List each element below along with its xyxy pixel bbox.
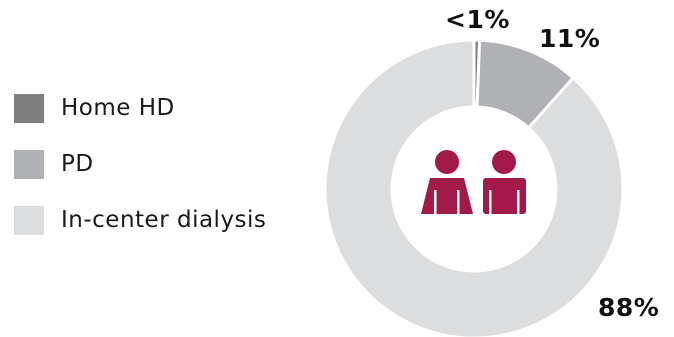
legend-label-home-hd: Home HD xyxy=(61,95,175,121)
legend-swatch-pd xyxy=(14,149,44,179)
legend-item-pd: PD xyxy=(14,149,266,179)
legend-label-pd: PD xyxy=(61,151,94,177)
donut-slices xyxy=(323,38,625,337)
data-label-home-hd: <1% xyxy=(445,5,510,34)
slice-in-center xyxy=(323,38,625,337)
legend-item-in-center: In-center dialysis xyxy=(14,205,267,235)
data-label-pd: 11% xyxy=(539,24,601,53)
legend-swatch-home-hd xyxy=(14,93,44,123)
legend-swatch-in-center xyxy=(14,205,44,235)
two-people-icon xyxy=(421,150,526,214)
data-label-in-center: 88% xyxy=(598,293,660,322)
legend-label-in-center: In-center dialysis xyxy=(61,207,267,233)
legend-item-home-hd: Home HD xyxy=(14,93,266,123)
legend: Home HD PD In-center dialysis xyxy=(14,93,267,235)
